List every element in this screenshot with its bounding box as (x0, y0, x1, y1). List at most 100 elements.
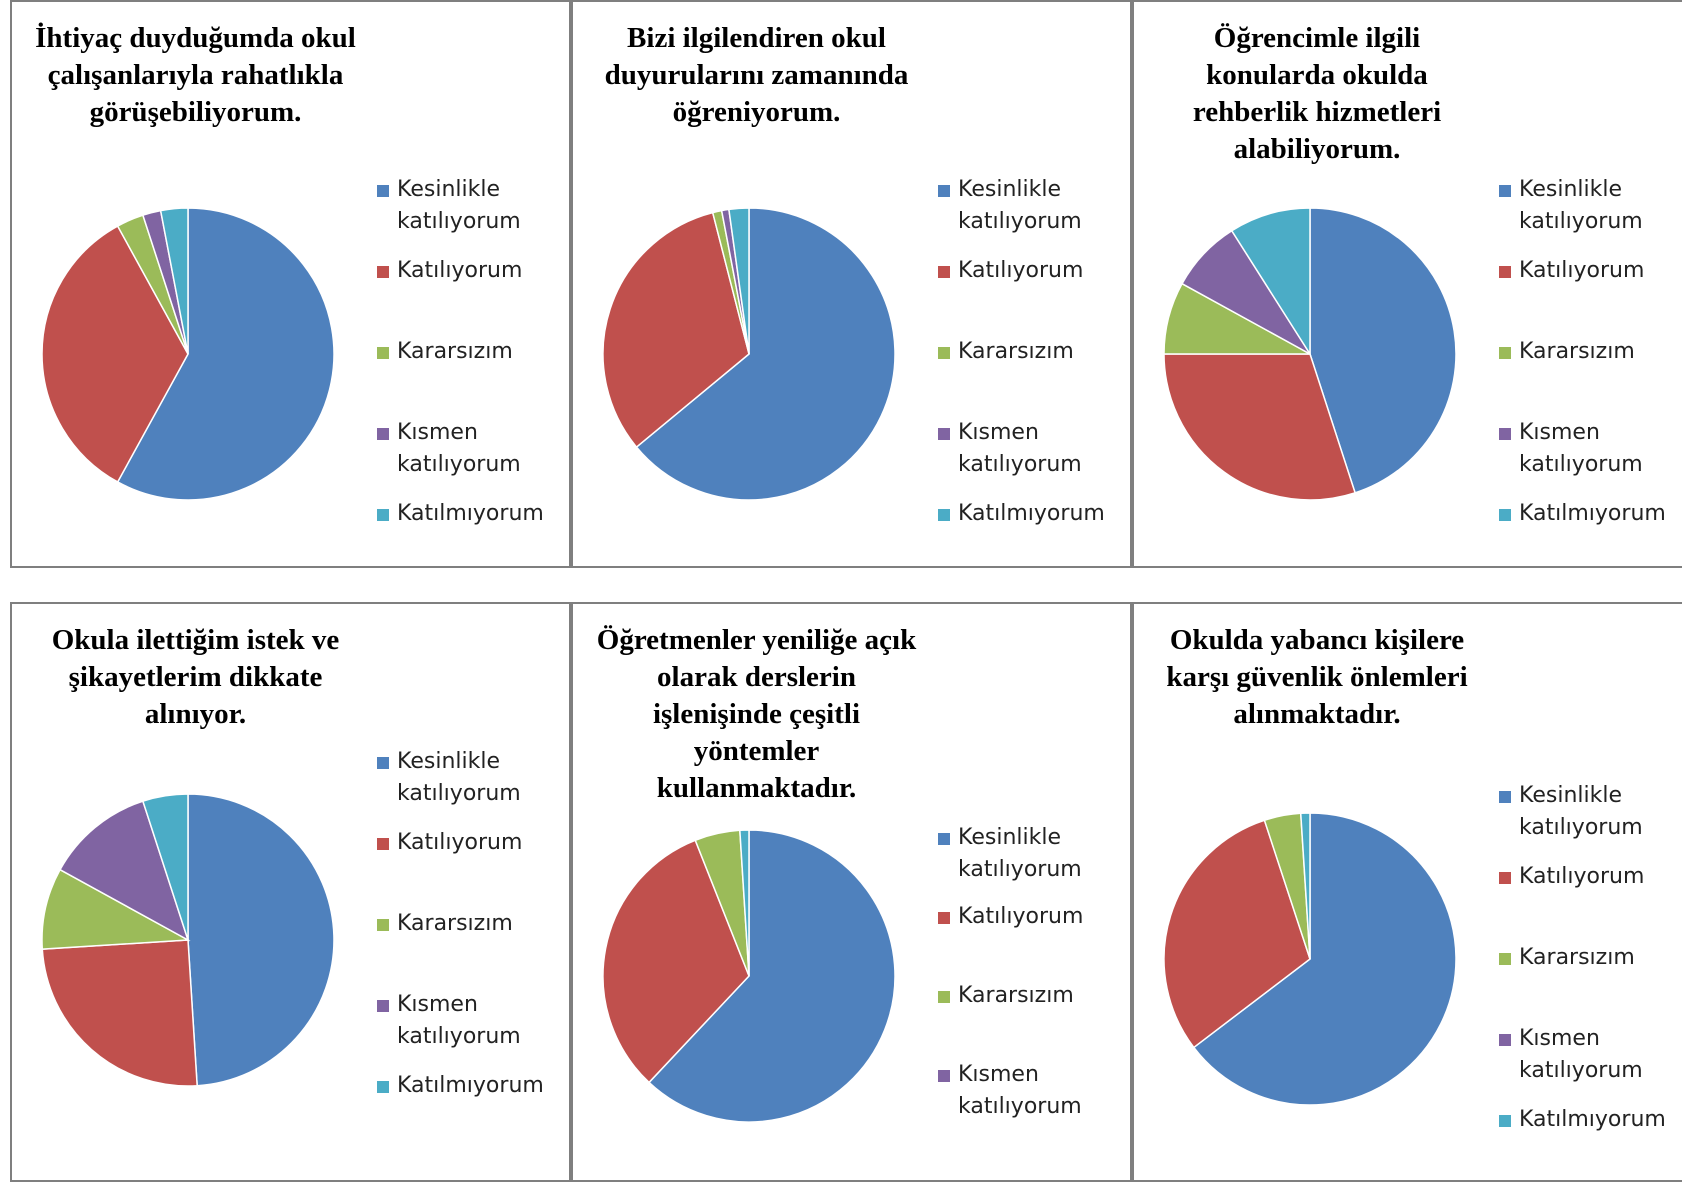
pie-slice-katiliyorum (1163, 819, 1311, 1049)
legend-label: Kesinlikle katılıyorum (1519, 783, 1643, 840)
pie-chart (41, 207, 335, 501)
legend-item-kesinlikle-katiliyorum: Kesinlikle katılıyorum (938, 822, 1082, 886)
legend-label: Kararsızım (1519, 339, 1635, 364)
pie-slice-kesinlikle-katiliyorum (1192, 812, 1457, 1106)
legend-item-katilmiyorum: Katılmıyorum (377, 498, 544, 530)
legend-label: Katılmıyorum (1519, 501, 1666, 526)
legend-item-kismen-katiliyorum: Kısmen katılıyorum (377, 989, 521, 1053)
legend-swatch (938, 912, 950, 924)
legend-label: Kararsızım (958, 339, 1074, 364)
legend-item-kararsizim: Kararsızım (938, 336, 1074, 368)
pie-slice-katilmiyorum (141, 793, 189, 941)
pie-slice-kesinlikle-katiliyorum (647, 829, 896, 1123)
chart-panel-1: İhtiyaç duyduğumda okul çalışanlarıyla r… (10, 0, 571, 568)
legend-label: Katılıyorum (958, 258, 1084, 283)
legend-swatch (1499, 953, 1511, 965)
legend-item-kesinlikle-katiliyorum: Kesinlikle katılıyorum (1499, 780, 1643, 844)
legend-label: Kısmen katılıyorum (397, 420, 521, 477)
legend-item-kararsizim: Kararsızım (377, 336, 513, 368)
legend-item-kismen-katiliyorum: Kısmen katılıyorum (938, 1059, 1082, 1123)
chart-panel-5: Öğretmenler yeniliğe açık olarak dersler… (571, 602, 1132, 1182)
chart-title: Okula ilettiğim istek ve şikayetlerim di… (51, 624, 340, 730)
legend-item-katiliyorum: Katılıyorum (938, 255, 1083, 287)
legend-item-kismen-katiliyorum: Kısmen katılıyorum (1499, 417, 1643, 481)
pie-slice-kesinlikle-katiliyorum (116, 207, 335, 501)
chart-panel-6: Okulda yabancı kişilere karşı güvenlik ö… (1132, 602, 1682, 1182)
legend-swatch (1499, 1115, 1511, 1127)
legend-label: Kısmen katılıyorum (958, 420, 1082, 477)
legend-item-kismen-katiliyorum: Kısmen katılıyorum (1499, 1023, 1643, 1087)
legend-swatch (377, 347, 389, 359)
legend-label: Katılmıyorum (397, 501, 544, 526)
pie-slice-katilmiyorum (1230, 207, 1311, 357)
legend-label: Katılıyorum (1519, 258, 1645, 283)
legend-label: Kesinlikle katılıyorum (397, 177, 521, 234)
pie-slice-kesinlikle-katiliyorum (187, 793, 335, 1087)
legend-swatch (377, 1000, 389, 1012)
legend-item-kararsizim: Kararsızım (938, 980, 1074, 1012)
legend-swatch (938, 428, 950, 440)
legend-swatch (938, 185, 950, 197)
chart-title: Bizi ilgilendiren okul duyurularını zama… (604, 22, 909, 128)
legend-swatch (938, 833, 950, 845)
chart-title: İhtiyaç duyduğumda okul çalışanlarıyla r… (35, 22, 356, 128)
legend-label: Katılıyorum (397, 830, 523, 855)
legend-label: Kesinlikle katılıyorum (397, 749, 521, 806)
pie-slice-katiliyorum (602, 211, 750, 449)
legend-item-katiliyorum: Katılıyorum (1499, 861, 1644, 893)
legend-swatch (377, 185, 389, 197)
pie-slice-katilmiyorum (159, 207, 189, 355)
chart-panel-2: Bizi ilgilendiren okul duyurularını zama… (571, 0, 1132, 568)
legend-item-katilmiyorum: Katılmıyorum (377, 1070, 544, 1102)
chart-title: Öğrencimle ilgili konularda okulda rehbe… (1192, 22, 1442, 165)
legend-item-katiliyorum: Katılıyorum (1499, 255, 1644, 287)
pie-slice-katilmiyorum (1299, 812, 1311, 960)
legend-label: Katılmıyorum (1519, 1107, 1666, 1132)
pie-slice-katiliyorum (602, 839, 750, 1084)
legend-item-katiliyorum: Katılıyorum (377, 255, 522, 287)
legend-label: Kısmen katılıyorum (397, 992, 521, 1049)
legend-swatch (1499, 872, 1511, 884)
pie-slice-kesinlikle-katiliyorum (635, 207, 896, 501)
legend-label: Kısmen katılıyorum (1519, 1026, 1643, 1083)
legend-item-katiliyorum: Katılıyorum (938, 901, 1083, 933)
legend-item-kismen-katiliyorum: Kısmen katılıyorum (377, 417, 521, 481)
legend-item-katilmiyorum: Katılmıyorum (1499, 1104, 1666, 1136)
legend-label: Katılmıyorum (958, 501, 1105, 526)
legend-item-kesinlikle-katiliyorum: Kesinlikle katılıyorum (377, 746, 521, 810)
legend-swatch (1499, 428, 1511, 440)
chart-title: Okulda yabancı kişilere karşı güvenlik ö… (1166, 624, 1468, 730)
pie-slice-katiliyorum (41, 939, 198, 1087)
legend-label: Katılmıyorum (397, 1073, 544, 1098)
legend-swatch (1499, 509, 1511, 521)
legend-swatch (1499, 1034, 1511, 1046)
legend-swatch (1499, 347, 1511, 359)
pie-slice-katilmiyorum (728, 207, 750, 355)
legend-label: Katılıyorum (958, 904, 1084, 929)
legend-item-kesinlikle-katiliyorum: Kesinlikle katılıyorum (938, 174, 1082, 238)
pie-slice-kismen-katiliyorum (59, 800, 190, 942)
legend-label: Kararsızım (1519, 945, 1635, 970)
legend-item-katiliyorum: Katılıyorum (377, 827, 522, 859)
legend-label: Katılıyorum (397, 258, 523, 283)
legend-item-kararsizim: Kararsızım (377, 908, 513, 940)
legend-label: Kesinlikle katılıyorum (958, 177, 1082, 234)
legend-item-katilmiyorum: Katılmıyorum (1499, 498, 1666, 530)
pie-slice-katilmiyorum (739, 829, 750, 977)
legend-item-kesinlikle-katiliyorum: Kesinlikle katılıyorum (377, 174, 521, 238)
pie-chart (1163, 812, 1457, 1106)
legend-swatch (377, 428, 389, 440)
legend-swatch (1499, 791, 1511, 803)
legend-swatch (377, 919, 389, 931)
legend-swatch (938, 266, 950, 278)
legend-label: Kesinlikle katılıyorum (1519, 177, 1643, 234)
legend-swatch (938, 1070, 950, 1082)
legend-swatch (938, 509, 950, 521)
legend-label: Kararsızım (397, 339, 513, 364)
chart-title: Öğretmenler yeniliğe açık olarak dersler… (596, 624, 917, 804)
legend-swatch (1499, 266, 1511, 278)
legend-item-kismen-katiliyorum: Kısmen katılıyorum (938, 417, 1082, 481)
legend-item-katilmiyorum: Katılmıyorum (938, 498, 1105, 530)
legend-label: Kesinlikle katılıyorum (958, 825, 1082, 882)
pie-slice-kararsizim (41, 868, 191, 950)
